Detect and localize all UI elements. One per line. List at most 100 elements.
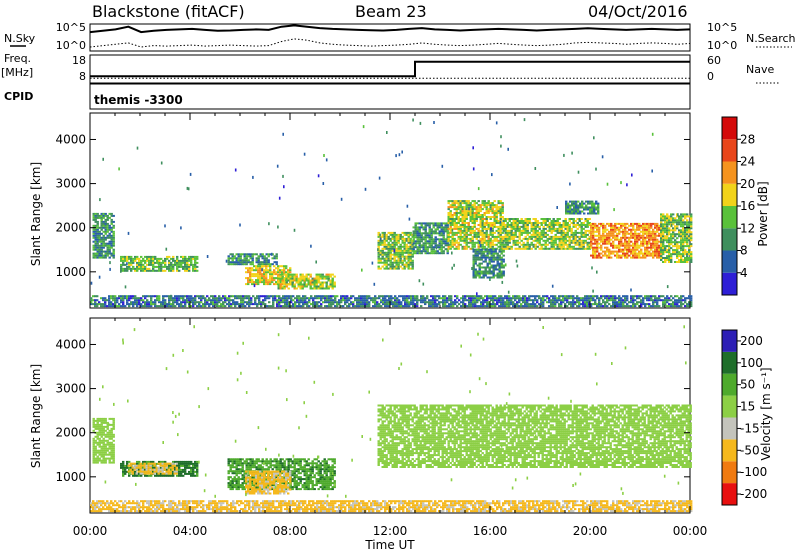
echo-cell: [428, 230, 431, 233]
echo-cell: [414, 240, 417, 243]
echo-cell: [426, 297, 429, 300]
echo-cell: [448, 303, 451, 306]
echo-cell: [299, 277, 302, 280]
echo-cell: [686, 251, 689, 254]
echo-cell: [102, 236, 105, 239]
echo-cell: [176, 255, 179, 258]
echo-cell: [451, 204, 454, 207]
echo-cell: [264, 297, 267, 300]
echo-cell: [668, 227, 671, 230]
echo-cell: [318, 295, 321, 298]
echo-cell: [284, 297, 287, 300]
echo-cell: [447, 206, 450, 209]
echo-cell: [98, 301, 101, 304]
echo-cell: [556, 237, 559, 240]
echo-cell: [650, 297, 653, 300]
echo-cell: [660, 237, 663, 240]
echo-cell: [325, 285, 328, 288]
echo-cell: [558, 241, 561, 244]
echo-cell: [94, 301, 97, 304]
echo-cell: [656, 222, 659, 225]
echo-cell: [100, 248, 103, 251]
echo-cell: [310, 297, 313, 300]
echo-cell: [393, 247, 396, 250]
echo-cell: [680, 215, 683, 218]
echo-cell: [592, 230, 595, 233]
echo-cell: [112, 252, 115, 255]
echo-cell: [487, 200, 490, 203]
echo-cell: [396, 305, 399, 308]
echo-cell: [491, 227, 494, 230]
echo-cell: [172, 263, 175, 266]
echo-cell: [536, 231, 539, 234]
echo-cell: [502, 260, 505, 263]
echo-cell: [538, 222, 541, 224]
echo-cell: [464, 295, 467, 298]
echo-cell: [372, 301, 375, 304]
echo-cell: [588, 222, 591, 224]
echo-cell: [688, 235, 691, 238]
echo-cell: [272, 305, 275, 308]
echo-cell: [522, 229, 525, 232]
echo-cell: [182, 267, 185, 270]
echo-cell: [128, 305, 131, 308]
echo-cell: [648, 250, 651, 253]
echo-cell: [144, 261, 147, 264]
echo-cell: [94, 234, 97, 237]
echo-cell: [508, 245, 511, 248]
echo-cell: [447, 235, 450, 238]
echo-cell: [688, 245, 691, 248]
echo-cell: [299, 275, 302, 278]
echo-cell: [487, 216, 490, 218]
echo-cell: [636, 244, 639, 247]
echo-cell: [272, 303, 275, 306]
echo-cell: [317, 273, 320, 276]
echo-cell: [98, 252, 101, 255]
echo-cell: [514, 299, 517, 302]
echo-cell: [482, 303, 485, 306]
echo-cell: [446, 301, 449, 304]
echo-cell: [538, 227, 541, 230]
echo-cell: [602, 242, 605, 245]
echo-cell: [261, 275, 264, 278]
echo-cell: [644, 297, 647, 300]
echo-cell: [477, 214, 480, 216]
echo-cell: [492, 266, 495, 269]
echo-cell: [440, 240, 443, 243]
echo-cell: [680, 237, 683, 240]
echo-cell: [604, 242, 607, 245]
echo-cell: [440, 248, 443, 251]
echo-cell: [291, 281, 294, 284]
echo-cell: [229, 253, 232, 256]
echo-cell: [614, 238, 617, 241]
echo-cell: [309, 279, 312, 282]
echo-cell: [265, 269, 268, 272]
echo-cell: [662, 229, 665, 232]
echo-cell: [164, 299, 167, 302]
echo-cell: [489, 222, 492, 224]
echo-cell: [522, 220, 525, 222]
echo-cell: [658, 299, 661, 302]
echo-cell: [567, 212, 570, 215]
echo-cell: [245, 257, 248, 260]
echo-cell: [634, 222, 637, 225]
echo-cell: [269, 263, 272, 266]
echo-cell: [102, 222, 105, 225]
echo-cell: [300, 305, 303, 308]
echo-cell: [461, 210, 464, 213]
echo-cell: [196, 305, 199, 308]
echo-cell: [628, 236, 631, 239]
echo-cell: [108, 299, 111, 302]
echo-cell: [596, 256, 599, 259]
echo-cell: [130, 269, 133, 272]
echo-cell: [447, 202, 450, 205]
echo-cell: [468, 297, 471, 300]
echo-cell: [461, 206, 464, 209]
echo-cell: [489, 233, 492, 236]
echo-cell: [411, 259, 414, 262]
echo-cell: [389, 261, 392, 264]
echo-cell: [682, 243, 685, 246]
echo-cell: [449, 222, 452, 224]
echo-cell: [172, 257, 175, 260]
echo-cell: [312, 303, 315, 306]
